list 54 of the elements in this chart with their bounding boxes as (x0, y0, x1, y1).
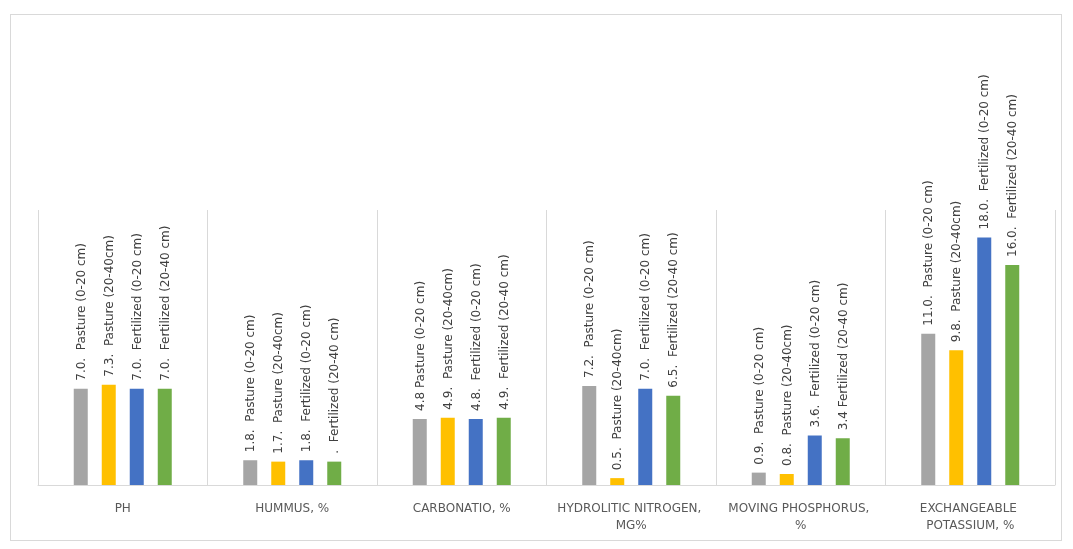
bar (157, 388, 172, 485)
data-label: 1.8. Fertilized (0-20 cm) (299, 304, 314, 453)
bar (243, 460, 258, 485)
data-label: 4.8. Fertilized (0-20 cm) (468, 263, 483, 411)
data-label: 7.0. Fertilized (0-20 cm) (129, 233, 144, 381)
data-label: 7.0. Fertilized (0-20 cm) (638, 233, 653, 381)
bar (610, 478, 625, 485)
x-tick-label: PH (114, 500, 131, 515)
bar (582, 386, 597, 485)
data-label: 3.6. Fertilized (0-20 cm) (807, 279, 822, 428)
data-label: 0.5. Pasture (20-40cm) (610, 328, 625, 471)
bar (468, 419, 483, 485)
data-label: 16.0. Fertilized (20-40 cm) (1005, 94, 1020, 257)
bar (779, 474, 794, 485)
bar (299, 460, 314, 485)
bar (921, 333, 936, 485)
data-label: 4.9. Fertilized (20-40 cm) (496, 254, 511, 410)
x-tick-label: CARBONATIO, % (412, 500, 511, 515)
bar (412, 419, 427, 485)
bar (73, 388, 88, 485)
bar (129, 388, 144, 485)
data-label: 7.3. Pasture (20-40cm) (101, 235, 116, 377)
data-label: 3.4 Fertilized (20-40 cm) (835, 282, 850, 431)
data-label: 1.7. Pasture (20-40cm) (271, 312, 286, 454)
data-label: 9.8. Pasture (20-40cm) (949, 200, 964, 343)
bar (440, 417, 455, 485)
data-label: 0.8. Pasture (20-40cm) (779, 324, 794, 466)
bar (835, 438, 850, 485)
bar (666, 395, 681, 485)
x-tick-label: HYDROLITIC NITROGEN, MG% (557, 500, 706, 532)
data-label: 7.0. Pasture (0-20 cm) (73, 243, 88, 381)
bar (271, 461, 286, 485)
bar (949, 350, 964, 485)
bar (496, 417, 511, 485)
data-label: 11.0. Pasture (0-20 cm) (921, 180, 936, 326)
data-label: 4.8 Pasture (0-20 cm) (412, 280, 427, 411)
bar (1005, 265, 1020, 485)
bar (101, 384, 116, 485)
data-label: 7.0. Fertilized (20-40 cm) (157, 225, 172, 381)
data-label: 4.9. Pasture (20-40cm) (440, 268, 455, 410)
data-label: 7.2. Pasture (0-20 cm) (582, 240, 597, 378)
bar (327, 461, 342, 485)
data-label: . Fertilized (20-40 cm) (327, 317, 342, 454)
data-label: 0.9. Pasture (0-20 cm) (751, 326, 766, 465)
bar (807, 435, 822, 485)
bar (751, 472, 766, 485)
data-label: 18.0. Fertilized (0-20 cm) (977, 74, 992, 230)
bar (638, 388, 653, 485)
data-label: 6.5. Fertilized (20-40 cm) (666, 232, 681, 388)
data-label: 1.8. Pasture (0-20 cm) (243, 314, 258, 453)
bar (977, 237, 992, 485)
x-tick-label: EXCHANGEABLE POTASSIUM, % (919, 500, 1021, 532)
x-tick-label: HUMMUS, % (255, 500, 330, 515)
x-tick-label: MOVING PHOSPHORUS, % (728, 500, 874, 532)
